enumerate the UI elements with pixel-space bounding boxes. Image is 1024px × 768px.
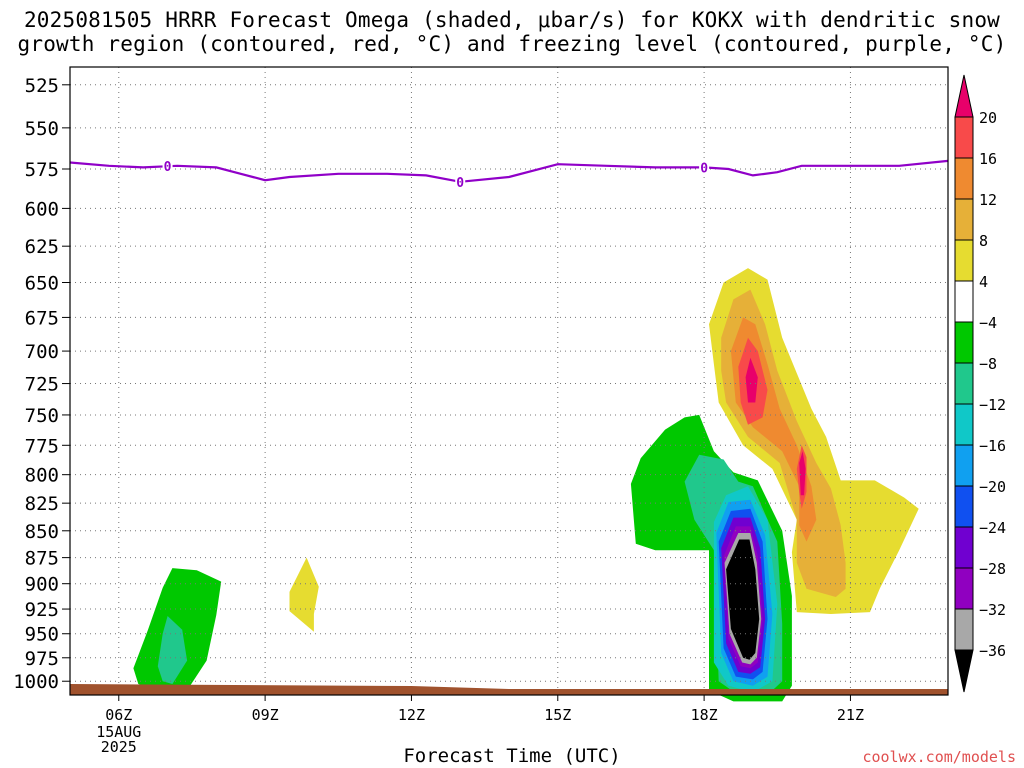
y-tick-label-7: 700 (25, 341, 59, 363)
colorbar-label-0: 20 (979, 109, 997, 127)
x-tick-label-2: 12Z (398, 706, 425, 724)
colorbar-bin-2 (954, 198, 974, 241)
colorbar-top-arrow (954, 74, 974, 118)
omega-region-1 (157, 616, 188, 684)
omega-region-18 (799, 451, 806, 496)
y-tick-label-8: 725 (25, 374, 59, 396)
x-tick-label-5: 21Z (837, 706, 864, 724)
y-tick-label-14: 875 (25, 548, 59, 570)
freezing-label-bg-2 (699, 161, 710, 174)
title-line-2: growth region (contoured, red, °C) and f… (17, 32, 1007, 56)
y-tick-label-12: 825 (25, 493, 59, 515)
date-label-1: 2025 (101, 738, 137, 756)
credit-text[interactable]: coolwx.com/models (862, 748, 1016, 766)
colorbar-label-11: −28 (979, 560, 1006, 578)
colorbar-label-2: 12 (979, 191, 997, 209)
colorbar-bin-5 (954, 321, 974, 364)
freezing-level-line (69, 159, 949, 183)
colorbar-bin-9 (954, 485, 974, 528)
colorbar-bin-6 (954, 362, 974, 405)
y-tick-label-0: 525 (25, 75, 59, 97)
colorbar-label-7: −12 (979, 396, 1006, 414)
colorbar-bottom-arrow (954, 649, 974, 693)
title-line-1: 2025081505 HRRR Forecast Omega (shaded, … (23, 8, 1001, 32)
colorbar-bin-12 (954, 608, 974, 651)
y-tick-label-16: 925 (25, 599, 59, 621)
y-tick-label-5: 650 (25, 272, 59, 294)
colorbar-label-1: 16 (979, 150, 997, 168)
colorbar-label-5: −4 (979, 314, 997, 332)
y-tick-label-15: 900 (25, 574, 59, 596)
omega-region-17 (745, 357, 758, 403)
date-label-0: 15AUG (96, 723, 141, 741)
colorbar-bin-0 (954, 116, 974, 159)
x-tick-label-4: 18Z (691, 706, 718, 724)
y-tick-label-4: 625 (25, 236, 59, 258)
colorbar-bin-1 (954, 157, 974, 200)
colorbar-bin-10 (954, 526, 974, 569)
y-tick-label-2: 575 (25, 159, 59, 181)
colorbar-label-4: 4 (979, 273, 988, 291)
omega-region-11 (726, 539, 760, 660)
y-tick-label-18: 975 (25, 648, 59, 670)
y-tick-label-10: 775 (25, 435, 59, 457)
x-tick-label-0: 06Z (105, 706, 132, 724)
colorbar-bin-4 (954, 280, 974, 323)
plot-frame (69, 66, 949, 696)
y-tick-label-1: 550 (25, 118, 59, 140)
colorbar-bin-3 (954, 239, 974, 282)
omega-region-2 (289, 557, 319, 632)
colorbar-label-10: −24 (979, 519, 1006, 537)
colorbar-label-3: 8 (979, 232, 988, 250)
y-tick-label-6: 675 (25, 307, 59, 329)
colorbar-label-6: −8 (979, 355, 997, 373)
x-tick-label-3: 15Z (544, 706, 571, 724)
colorbar-bin-8 (954, 444, 974, 487)
x-tick-label-1: 09Z (252, 706, 279, 724)
colorbar-label-8: −16 (979, 437, 1006, 455)
freezing-level-label-1: 0 (456, 176, 464, 191)
colorbar-bin-7 (954, 403, 974, 446)
y-tick-label-11: 800 (25, 465, 59, 487)
freezing-label-bg-0 (162, 160, 173, 173)
y-tick-label-9: 750 (25, 405, 59, 427)
x-axis-label: Forecast Time (UTC) (403, 745, 621, 767)
colorbar-label-12: −32 (979, 601, 1006, 619)
freezing-level-label-0: 0 (164, 160, 172, 175)
colorbar-label-9: −20 (979, 478, 1006, 496)
y-tick-label-13: 850 (25, 521, 59, 543)
y-tick-label-19: 1000 (13, 671, 59, 693)
y-tick-label-3: 600 (25, 198, 59, 220)
y-tick-label-17: 950 (25, 624, 59, 646)
chart-title: 2025081505 HRRR Forecast Omega (shaded, … (0, 8, 1024, 56)
colorbar-label-13: −36 (979, 642, 1006, 660)
colorbar-bin-11 (954, 567, 974, 610)
terrain-strip (70, 684, 948, 695)
freezing-level-label-2: 0 (700, 161, 708, 176)
freezing-label-bg-1 (455, 175, 466, 188)
